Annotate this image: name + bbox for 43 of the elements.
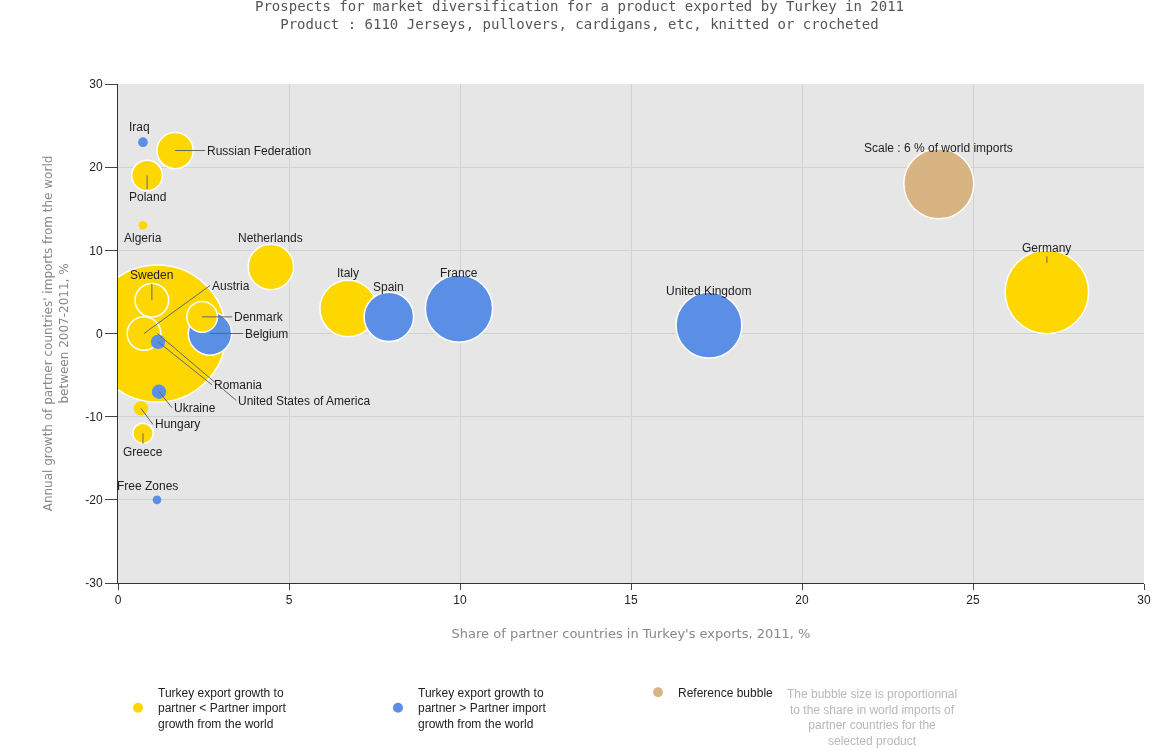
- legend-label: Turkey export growth to partner < Partner import growth from the world: [158, 685, 287, 731]
- annotation: Hungary: [155, 417, 201, 431]
- annotation: Iraq: [129, 120, 150, 134]
- y-tick-label: 10: [89, 243, 103, 258]
- x-tick-label: 0: [114, 593, 122, 608]
- chart-title: Prospects for market diversification for a product exported by Turkey in 2011: [254, 0, 905, 15]
- annotation: Belgium: [245, 327, 289, 341]
- annotation: United Kingdom: [666, 284, 752, 298]
- chart-subtitle: Product : 6110 Jerseys, pullovers, cardigans, etc, knitted or crocheted: [280, 16, 879, 33]
- annotation: Netherlands: [238, 231, 303, 245]
- annotation: Germany: [1022, 241, 1072, 255]
- annotation: France: [440, 266, 478, 280]
- annotation: Scale : 6 % of world imports: [864, 141, 1013, 155]
- x-tick-label: 25: [966, 593, 980, 608]
- y-tick-label: 20: [89, 160, 103, 175]
- annotation: Poland: [129, 190, 167, 204]
- x-tick-label: 30: [1137, 593, 1151, 608]
- y-tick-label: 0: [95, 326, 103, 341]
- y-tick-label: -30: [85, 576, 103, 591]
- y-tick-label: 30: [89, 77, 103, 92]
- annotation: Free Zones: [117, 479, 179, 493]
- x-axis-title: Share of partner countries in Turkey's exports, 2011, %: [451, 626, 811, 641]
- x-tick-label: 5: [285, 593, 293, 608]
- text: The bubble size is proportionnal to the share in world imports of partner countries for the selected product: [787, 687, 958, 748]
- annotation: Ukraine: [174, 401, 216, 415]
- annotation: United States of America: [238, 394, 371, 408]
- annotation: Romania: [214, 378, 263, 392]
- annotation: Spain: [373, 280, 404, 294]
- annotation: Denmark: [234, 310, 284, 324]
- legend-label: Turkey export growth to partner > Partner import growth from the world: [418, 685, 547, 731]
- y-tick-label: -10: [85, 409, 103, 424]
- x-tick-label: 20: [795, 593, 809, 608]
- legend-label: Reference bubble: [678, 685, 774, 700]
- annotation: Algeria: [124, 231, 162, 245]
- y-axis-title: Annual growth of partner countries' imports from the world between 2007-2011, %: [40, 155, 71, 512]
- annotation: Greece: [123, 445, 163, 459]
- x-tick-label: 10: [453, 593, 467, 608]
- y-tick-label: -20: [85, 493, 103, 508]
- annotation: Russian Federation: [207, 144, 312, 158]
- annotation: Austria: [212, 279, 250, 293]
- annotation: Italy: [337, 266, 360, 280]
- annotation: Sweden: [130, 268, 174, 282]
- x-tick-label: 15: [624, 593, 638, 608]
